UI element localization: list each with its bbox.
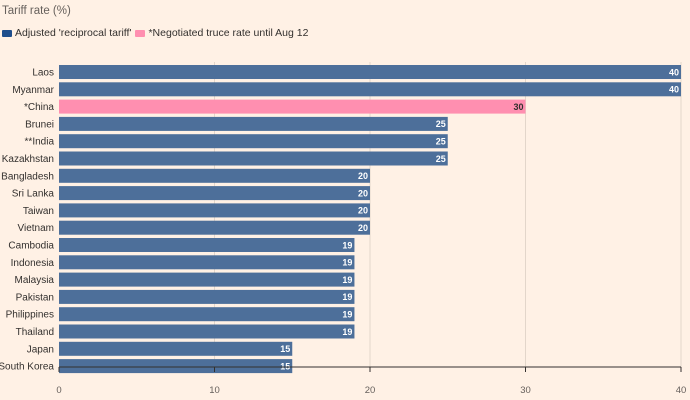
data-label-5: 25 — [436, 154, 446, 164]
category-label-2: *China — [24, 102, 54, 113]
bar-1 — [59, 82, 681, 97]
legend-item-truce: *Negotiated truce rate until Aug 12 — [135, 27, 308, 39]
legend-swatch-reciprocal — [2, 29, 12, 37]
category-label-10: Cambodia — [8, 241, 54, 252]
bar-5 — [59, 151, 448, 166]
bar-3 — [59, 116, 448, 131]
data-label-17: 15 — [280, 361, 290, 371]
legend-label-truce: *Negotiated truce rate until Aug 12 — [148, 27, 309, 39]
bar-15 — [59, 324, 355, 339]
data-label-9: 20 — [358, 223, 368, 233]
x-tick-label-3: 30 — [520, 385, 531, 396]
category-label-17: South Korea — [0, 362, 54, 373]
bar-16 — [59, 341, 293, 356]
data-label-6: 20 — [358, 171, 368, 181]
bar-17 — [59, 359, 293, 374]
bar-14 — [59, 307, 355, 322]
legend-item-reciprocal: Adjusted 'reciprocal tariff' — [2, 27, 131, 39]
chart-title: Tariff rate (%) — [2, 5, 71, 17]
category-label-14: Philippines — [6, 310, 54, 321]
category-label-11: Indonesia — [11, 258, 55, 269]
data-label-3: 25 — [436, 119, 446, 129]
category-label-16: Japan — [27, 344, 54, 355]
bar-13 — [59, 289, 355, 304]
bar-4 — [59, 134, 448, 149]
bar-2 — [59, 99, 526, 114]
category-label-7: Sri Lanka — [12, 189, 55, 200]
category-label-6: Bangladesh — [1, 171, 54, 182]
data-label-12: 19 — [342, 275, 352, 285]
x-tick-label-2: 20 — [365, 385, 376, 396]
bar-10 — [59, 238, 355, 252]
category-label-12: Malaysia — [15, 275, 55, 286]
data-label-16: 15 — [280, 344, 290, 354]
bar-6 — [59, 168, 370, 183]
bar-12 — [59, 272, 355, 287]
bar-8 — [59, 203, 370, 218]
category-label-1: Myanmar — [12, 85, 54, 96]
data-label-4: 25 — [436, 137, 446, 147]
data-label-8: 20 — [358, 206, 368, 216]
data-label-2: 30 — [513, 102, 523, 112]
data-label-7: 20 — [358, 188, 368, 198]
category-label-15: Thailand — [16, 327, 54, 338]
x-tick-label-4: 40 — [676, 385, 687, 396]
category-label-4: **India — [25, 137, 55, 148]
legend: Adjusted 'reciprocal tariff' *Negotiated… — [2, 27, 312, 39]
bar-7 — [59, 186, 370, 201]
bar-11 — [59, 255, 355, 270]
legend-swatch-truce — [135, 29, 146, 37]
category-label-3: Brunei — [25, 119, 54, 130]
data-label-15: 19 — [342, 327, 352, 337]
category-label-0: Laos — [32, 68, 54, 79]
category-label-5: Kazakhstan — [2, 154, 54, 165]
data-label-11: 19 — [342, 258, 352, 268]
x-tick-label-0: 0 — [56, 385, 61, 396]
bar-9 — [59, 220, 370, 235]
category-label-13: Pakistan — [16, 292, 54, 303]
category-label-9: Vietnam — [17, 223, 54, 234]
category-label-8: Taiwan — [23, 206, 54, 217]
legend-label-reciprocal: Adjusted 'reciprocal tariff' — [15, 27, 132, 39]
data-label-13: 19 — [342, 292, 352, 302]
data-label-10: 19 — [342, 240, 352, 250]
data-label-0: 40 — [669, 67, 679, 77]
x-tick-label-1: 10 — [209, 385, 220, 396]
data-label-14: 19 — [342, 310, 352, 320]
bar-0 — [59, 65, 681, 79]
data-label-1: 40 — [669, 85, 679, 95]
